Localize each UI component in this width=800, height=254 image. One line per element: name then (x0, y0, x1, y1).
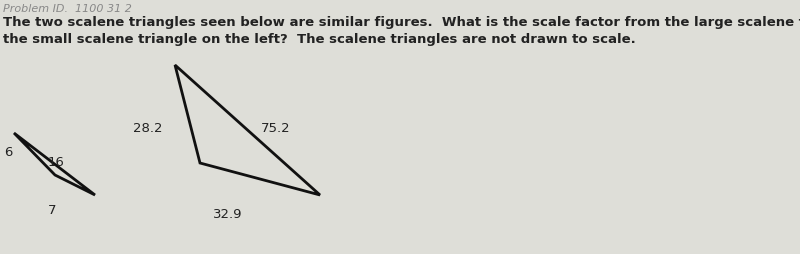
Text: 7: 7 (48, 203, 56, 216)
Text: The two scalene triangles seen below are similar figures.  What is the scale fac: The two scalene triangles seen below are… (3, 16, 800, 29)
Text: Problem ID.  1100 31 2: Problem ID. 1100 31 2 (3, 4, 132, 14)
Text: 32.9: 32.9 (214, 209, 242, 221)
Text: the small scalene triangle on the left?  The scalene triangles are not drawn to : the small scalene triangle on the left? … (3, 33, 636, 46)
Text: 6: 6 (4, 147, 12, 160)
Text: 16: 16 (47, 155, 65, 168)
Text: 28.2: 28.2 (134, 121, 162, 135)
Text: 75.2: 75.2 (261, 121, 291, 135)
